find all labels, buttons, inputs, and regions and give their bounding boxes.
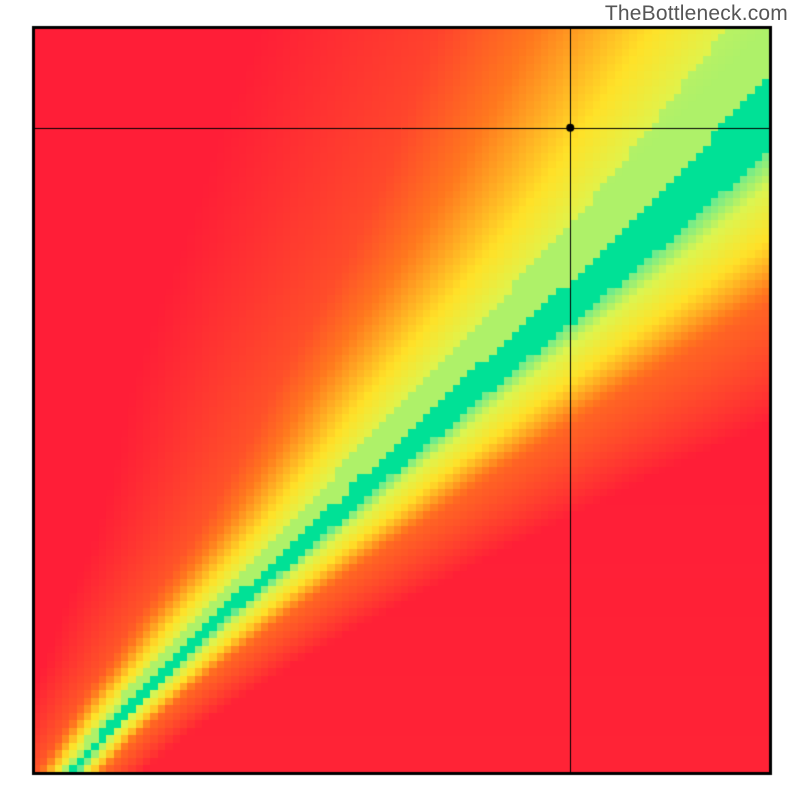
- watermark-text: TheBottleneck.com: [605, 2, 788, 26]
- bottleneck-heatmap: [0, 0, 800, 800]
- chart-container: TheBottleneck.com: [0, 0, 800, 800]
